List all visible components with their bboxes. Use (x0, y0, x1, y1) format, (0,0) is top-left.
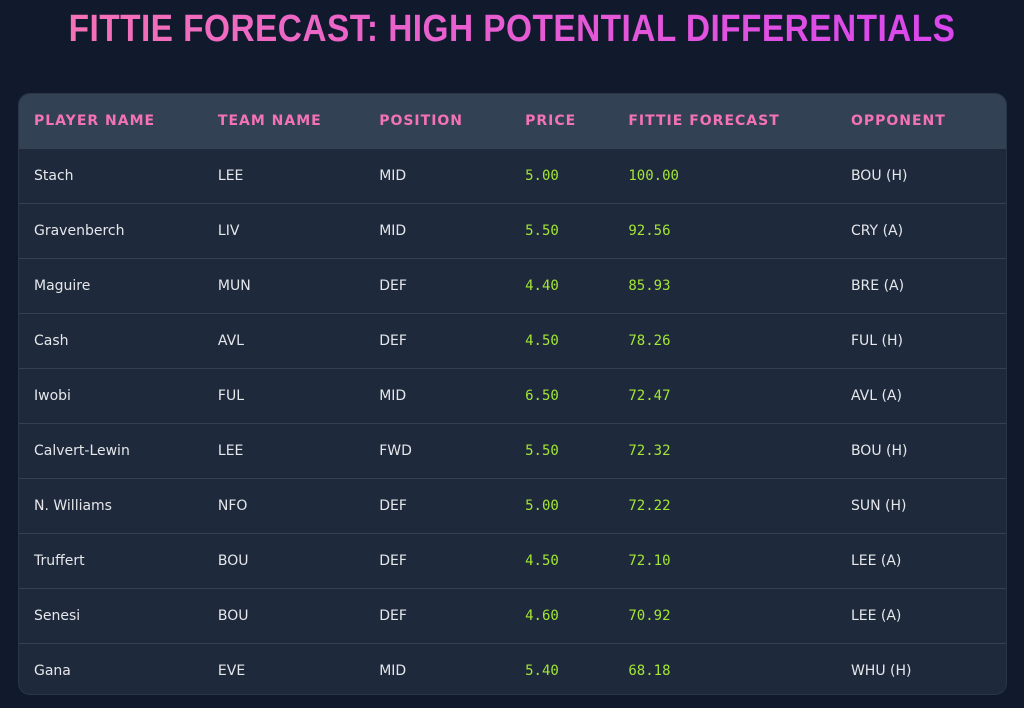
table-row: Truffert BOU DEF 4.50 72.10 LEE (A) (19, 533, 1006, 589)
header-row: PLAYER NAME TEAM NAME POSITION PRICE FITTIE … (19, 94, 1006, 149)
column-header: TEAM NAME (217, 94, 380, 149)
data-table: PLAYER NAME TEAM NAME POSITION PRICE FITTIE … (19, 94, 1006, 694)
table-row: Cash AVL DEF 4.50 78.26 FUL (H) (19, 313, 1006, 369)
table-cell: N. Williams (19, 478, 218, 534)
table-cell: MID (379, 148, 526, 204)
table-cell: LEE (A) (850, 588, 1006, 644)
column-header: OPPONENT (850, 94, 1006, 149)
table-cell: WHU (H) (850, 643, 1006, 694)
table-row: Senesi BOU DEF 4.60 70.92 LEE (A) (19, 588, 1006, 644)
table-cell: 68.18 (628, 643, 851, 694)
table-cell: AVL (A) (850, 368, 1006, 424)
table-cell: LEE (A) (850, 533, 1006, 589)
table-cell: 5.00 (525, 478, 629, 534)
table-cell: LIV (217, 203, 380, 259)
table-cell: 100.00 (628, 148, 851, 204)
table-cell: DEF (379, 258, 526, 314)
table-cell: MID (379, 203, 526, 259)
table-cell: 5.50 (525, 203, 629, 259)
table-cell: 78.26 (628, 313, 851, 369)
table-cell: Gravenberch (19, 203, 218, 259)
table-cell: DEF (379, 478, 526, 534)
table-cell: LEE (217, 148, 380, 204)
table-cell: 92.56 (628, 203, 851, 259)
table-cell: Senesi (19, 588, 218, 644)
column-header: PRICE (525, 94, 629, 149)
table-cell: 5.50 (525, 423, 629, 479)
table-row: Stach LEE MID 5.00 100.00 BOU (H) (19, 148, 1006, 204)
table-cell: DEF (379, 533, 526, 589)
table-cell: Stach (19, 148, 218, 204)
column-header: POSITION (379, 94, 526, 149)
table-body: Stach LEE MID 5.00 100.00 BOU (H) Gravenberch L… (19, 148, 1006, 694)
table-row: Calvert-Lewin LEE FWD 5.50 72.32 BOU (H) (19, 423, 1006, 479)
table-cell: DEF (379, 313, 526, 369)
table-row: Iwobi FUL MID 6.50 72.47 AVL (A) (19, 368, 1006, 424)
table-cell: Iwobi (19, 368, 218, 424)
table-row: N. Williams NFO DEF 5.00 72.22 SUN (H) (19, 478, 1006, 534)
table-row: Maguire MUN DEF 4.40 85.93 BRE (A) (19, 258, 1006, 314)
table-cell: 72.10 (628, 533, 851, 589)
table-cell: 4.60 (525, 588, 629, 644)
table-cell: BOU (217, 533, 380, 589)
table-cell: BOU (217, 588, 380, 644)
table-cell: Cash (19, 313, 218, 369)
table-cell: MID (379, 368, 526, 424)
table-cell: 5.00 (525, 148, 629, 204)
table-cell: 6.50 (525, 368, 629, 424)
table-cell: 4.50 (525, 533, 629, 589)
table-row: Gravenberch LIV MID 5.50 92.56 CRY (A) (19, 203, 1006, 259)
table-cell: 70.92 (628, 588, 851, 644)
table-cell: MID (379, 643, 526, 694)
table-card: PLAYER NAME TEAM NAME POSITION PRICE FITTIE … (18, 93, 1007, 695)
table-cell: FUL (217, 368, 380, 424)
table-row: Gana EVE MID 5.40 68.18 WHU (H) (19, 643, 1006, 694)
page-title: FITTIE FORECAST: HIGH POTENTIAL DIFFEREN… (61, 4, 962, 54)
table-cell: 4.40 (525, 258, 629, 314)
table-cell: 85.93 (628, 258, 851, 314)
table-cell: Truffert (19, 533, 218, 589)
table-cell: 72.32 (628, 423, 851, 479)
table-cell: 4.50 (525, 313, 629, 369)
table-cell: SUN (H) (850, 478, 1006, 534)
table-cell: Calvert-Lewin (19, 423, 218, 479)
table-cell: Gana (19, 643, 218, 694)
table-cell: DEF (379, 588, 526, 644)
column-header: FITTIE FORECAST (628, 94, 851, 149)
table-cell: FUL (H) (850, 313, 1006, 369)
table-cell: MUN (217, 258, 380, 314)
column-header: PLAYER NAME (19, 94, 218, 149)
table-cell: BRE (A) (850, 258, 1006, 314)
table-cell: BOU (H) (850, 148, 1006, 204)
table-cell: 72.47 (628, 368, 851, 424)
table-cell: Maguire (19, 258, 218, 314)
table-cell: AVL (217, 313, 380, 369)
table-cell: BOU (H) (850, 423, 1006, 479)
table-cell: EVE (217, 643, 380, 694)
table-cell: CRY (A) (850, 203, 1006, 259)
table-cell: 72.22 (628, 478, 851, 534)
table-cell: FWD (379, 423, 526, 479)
table-cell: LEE (217, 423, 380, 479)
table-cell: NFO (217, 478, 380, 534)
table-cell: 5.40 (525, 643, 629, 694)
